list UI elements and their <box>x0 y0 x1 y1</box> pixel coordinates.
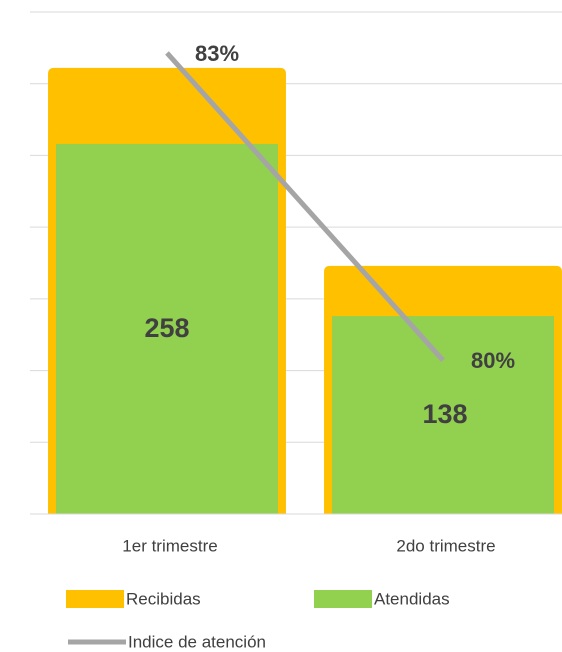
legend-label: Recibidas <box>126 589 201 608</box>
legend-swatch <box>66 590 124 608</box>
legend-label: Indice de atención <box>128 632 266 651</box>
data-label: 258 <box>144 313 189 343</box>
x-tick-label: 1er trimestre <box>122 536 217 555</box>
data-label: 80% <box>471 348 515 373</box>
x-tick-label: 2do trimestre <box>396 536 495 555</box>
data-label: 83% <box>195 41 239 66</box>
line <box>165 51 445 362</box>
legend-label: Atendidas <box>374 589 450 608</box>
legend-swatch <box>314 590 372 608</box>
bar <box>56 143 278 514</box>
data-label: 138 <box>422 399 467 429</box>
bar <box>332 316 554 514</box>
